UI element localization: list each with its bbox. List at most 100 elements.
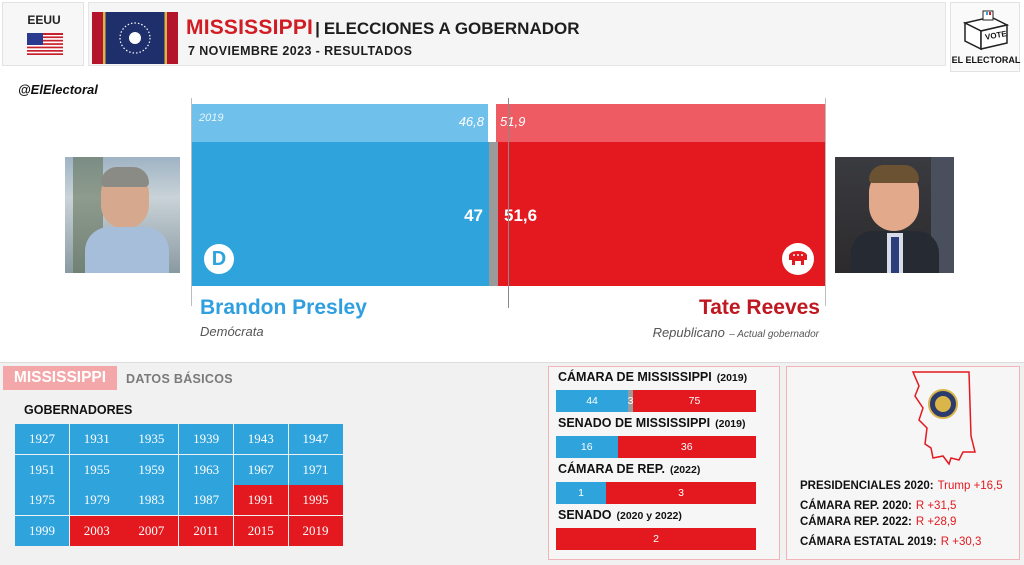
chamber-dem-bar: 1	[556, 482, 606, 504]
chamber-rep-bar: 75	[633, 390, 756, 412]
chambers-list: CÁMARA DE MISSISSIPPI (2019) 44 3 75 SENADO D…	[556, 370, 766, 555]
governor-year-cell: 1975	[15, 485, 69, 515]
header-title: MISSISSIPPI | ELECCIONES A GOBERNADOR	[186, 16, 580, 40]
stat-value: R +30,3	[940, 536, 982, 548]
majority-line	[508, 98, 509, 308]
governor-year-cell: 1971	[288, 454, 343, 485]
chamber-title-text: SENADO DE MISSISSIPPI	[558, 416, 711, 430]
prev-dem-value: 46,8	[458, 114, 484, 129]
governors-grid: 1927 1931 1935 1939 1943 1947 1951 1955 1959 1963…	[15, 424, 343, 546]
democrat-badge-letter: D	[211, 247, 227, 270]
chamber-year: (2019)	[715, 418, 746, 430]
stat-row: CÁMARA REP. 2020: R +31,5	[800, 500, 956, 512]
governor-year-cell: 2007	[124, 515, 179, 546]
rep-candidate-name: Tate Reeves	[698, 296, 820, 319]
usa-flag-icon	[27, 33, 63, 55]
header-bar	[88, 2, 946, 66]
election-title: ELECCIONES A GOBERNADOR	[323, 19, 580, 38]
governor-year-cell: 1947	[288, 424, 343, 454]
chamber-rep-bar: 2	[556, 528, 756, 550]
chamber-year: (2020 y 2022)	[616, 510, 682, 522]
stat-value: R +31,5	[915, 500, 957, 512]
stats-list: PRESIDENCIALES 2020: Trump +16,5 CÁMARA RE…	[800, 480, 1020, 554]
governor-year-cell: 1935	[124, 424, 179, 454]
country-box: EEUU	[2, 2, 84, 66]
chamber-title-text: SENADO	[558, 508, 612, 522]
presley-photo	[65, 157, 180, 273]
governor-year-cell: 1979	[69, 485, 124, 515]
democrat-badge: D	[204, 244, 234, 274]
governor-year-cell: 1999	[15, 515, 69, 546]
chamber-dem-bar: 16	[556, 436, 618, 458]
governor-year-cell: 1939	[179, 424, 234, 454]
stat-label: CÁMARA REP. 2020:	[800, 500, 912, 512]
governor-year-cell: 1963	[179, 454, 234, 485]
governor-year-cell: 2003	[69, 515, 124, 546]
stat-value: R +28,9	[915, 516, 957, 528]
prev-dem-bar	[191, 104, 488, 142]
governor-year-cell: 1943	[233, 424, 288, 454]
state-tab: MISSISSIPPI	[3, 366, 117, 390]
chamber-dem-bar: 44	[556, 390, 629, 412]
header-subtitle: 7 NOVIEMBRE 2023 - RESULTADOS	[188, 44, 413, 58]
stat-row: CÁMARA ESTATAL 2019: R +30,3	[800, 536, 981, 548]
dem-candidate-name: Brandon Presley	[200, 296, 367, 319]
title-separator: |	[315, 19, 320, 38]
governor-year-cell: 1987	[179, 485, 234, 515]
prev-rep-bar	[496, 104, 826, 142]
chamber-year: (2022)	[669, 464, 701, 476]
chamber-title-text: CÁMARA DE MISSISSIPPI	[558, 370, 712, 384]
el-electoral-logo: VOTE EL ELECTORAL	[950, 2, 1020, 72]
rep-party-row: Republicano – Actual gobernador	[653, 324, 819, 342]
logo-brand-text: EL ELECTORAL	[951, 55, 1021, 65]
twitter-handle: @ElElectoral	[18, 82, 98, 97]
chamber-title: SENADO DE MISSISSIPPI (2019)	[558, 416, 745, 430]
chamber-title-text: CÁMARA DE REP.	[558, 462, 665, 476]
governor-year-cell: 1931	[69, 424, 124, 454]
rep-result-bar	[498, 142, 826, 286]
stat-label: CÁMARA ESTATAL 2019:	[800, 536, 937, 548]
stat-label: PRESIDENCIALES 2020:	[800, 480, 934, 492]
governor-year-cell: 1991	[233, 485, 288, 515]
chamber-title: CÁMARA DE REP. (2022)	[558, 462, 700, 476]
right-border-line	[825, 98, 826, 306]
governor-year-cell: 2015	[233, 515, 288, 546]
stat-value: Trump +16,5	[937, 480, 1003, 492]
governor-year-cell: 1983	[124, 485, 179, 515]
map-panel	[786, 366, 1020, 560]
ballot-box-icon	[962, 10, 1010, 51]
chamber-title: SENADO (2020 y 2022)	[558, 508, 682, 522]
governor-year-cell: 1955	[69, 454, 124, 485]
stat-row: CÁMARA REP. 2022: R +28,9	[800, 516, 956, 528]
stat-label: CÁMARA REP. 2022:	[800, 516, 912, 528]
chamber-ind-bar: 3	[628, 390, 634, 412]
country-label: EEUU	[27, 13, 61, 27]
section-label: DATOS BÁSICOS	[126, 372, 233, 386]
governor-year-cell: 1967	[233, 454, 288, 485]
chamber-rep-bar: 3	[606, 482, 756, 504]
governor-year-cell: 1959	[124, 454, 179, 485]
elephant-icon	[789, 251, 807, 265]
dem-party-label: Demócrata	[200, 324, 264, 339]
governors-title: GOBERNADORES	[24, 403, 133, 417]
governor-year-cell: 1927	[15, 424, 69, 454]
reeves-photo	[835, 157, 954, 273]
state-title: MISSISSIPPI	[186, 16, 314, 39]
rep-result-value: 51,6	[504, 206, 538, 225]
stat-row: PRESIDENCIALES 2020: Trump +16,5	[800, 480, 1003, 492]
chamber-rep-bar: 36	[617, 436, 756, 458]
chamber-year: (2019)	[716, 372, 748, 384]
rep-incumbent-note: – Actual gobernador	[729, 329, 819, 340]
republican-elephant-icon	[782, 243, 814, 275]
governor-year-cell: 2019	[288, 515, 343, 546]
left-border-line	[191, 98, 192, 306]
results-chart: 2019 46,8 51,9 47 51,6 D	[191, 98, 826, 308]
chamber-title: CÁMARA DE MISSISSIPPI (2019)	[558, 370, 747, 384]
governor-year-cell: 1995	[288, 485, 343, 515]
prev-year-label: 2019	[199, 112, 224, 124]
mississippi-flag-icon	[92, 12, 178, 64]
dem-result-value: 47	[464, 206, 483, 225]
prev-rep-value: 51,9	[500, 114, 526, 129]
other-result-bar	[489, 142, 498, 286]
mississippi-map-icon	[911, 371, 976, 466]
